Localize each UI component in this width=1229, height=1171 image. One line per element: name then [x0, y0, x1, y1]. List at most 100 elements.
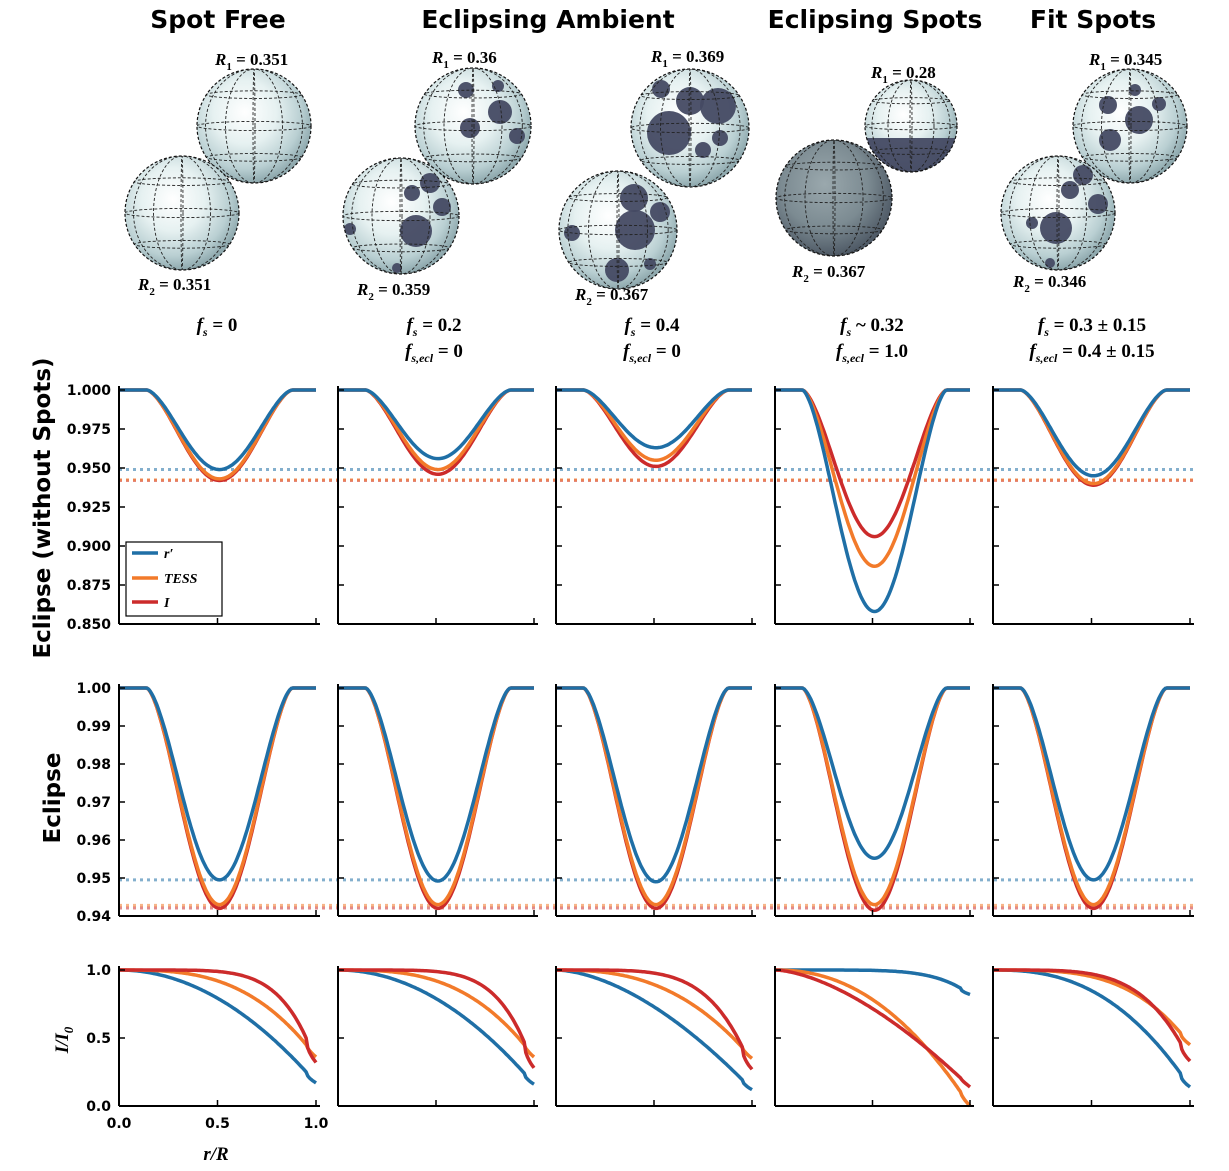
title-fit-spots: Fit Spots	[1030, 5, 1156, 34]
grid-longitude	[1029, 156, 1087, 270]
spot	[647, 111, 691, 155]
series-r	[119, 686, 316, 882]
panel-1-1	[337, 684, 538, 917]
series-i	[119, 388, 316, 483]
x-tick-label: 0.5	[205, 1116, 230, 1132]
panel-2-2	[555, 966, 756, 1107]
ld-series-r	[993, 968, 1192, 1089]
series-tess	[775, 388, 970, 569]
grid-latitude	[1001, 207, 1115, 219]
spot	[712, 130, 728, 146]
r1-label-4: R1 = 0.345	[1088, 50, 1162, 73]
y-tick-label: 0.900	[67, 539, 112, 555]
sphere-1b	[342, 157, 460, 275]
plot-grid: 1.0000.9750.9500.9250.9000.8750.8501.000…	[67, 383, 1195, 1132]
ld-series-i	[338, 968, 536, 1069]
y-tick-label: 0.95	[76, 871, 111, 887]
ld-series-i	[556, 968, 754, 1071]
sphere-outline	[196, 68, 312, 184]
r2-label-3: R2 = 0.367	[791, 262, 866, 285]
grid-latitude	[343, 210, 459, 222]
sphere-0b	[124, 155, 240, 271]
legend-label-i: I	[163, 596, 170, 611]
ylabel-intensity: I/I0	[52, 1026, 76, 1054]
panel-2-0	[118, 966, 320, 1107]
spot	[1026, 217, 1038, 229]
grid-latitude	[640, 156, 740, 165]
grid-longitude	[688, 69, 692, 187]
grid-longitude	[887, 80, 935, 172]
ld-series-i	[993, 968, 1192, 1063]
legend: r′ TESS I	[125, 541, 223, 617]
grid-longitude	[225, 69, 283, 183]
fs-ecl-label-3: fs,ecl = 1.0	[836, 341, 908, 365]
grid-longitude	[1056, 156, 1060, 270]
grid-latitude	[352, 243, 450, 253]
grid-longitude	[423, 68, 523, 184]
grid-longitude	[399, 158, 403, 274]
panel-1-4	[992, 684, 1194, 917]
grid-longitude	[371, 158, 431, 274]
grid-longitude	[616, 171, 620, 289]
series-r	[775, 686, 970, 860]
series-i	[993, 686, 1190, 911]
sphere-4a	[1072, 68, 1188, 184]
y-tick-label: 0.975	[67, 422, 111, 438]
spot	[1129, 84, 1141, 96]
sphere-outline	[864, 79, 958, 173]
fs-ecl-label-4: fs,ecl = 0.4 ± 0.15	[1029, 341, 1154, 365]
grid-longitude	[639, 69, 741, 187]
spot	[700, 88, 736, 124]
spot	[420, 173, 440, 193]
grid-longitude	[588, 171, 648, 289]
grid-longitude	[804, 140, 864, 256]
sphere-1a	[414, 67, 532, 185]
grid-longitude	[153, 156, 211, 270]
r1-label-2: R1 = 0.369	[650, 47, 724, 70]
title-eclipsing-ambient: Eclipsing Ambient	[421, 5, 674, 34]
panel-2-4	[992, 966, 1194, 1107]
grid-latitude	[865, 121, 957, 131]
ld-series-r	[338, 968, 535, 1086]
sphere-outline	[124, 155, 240, 271]
fs-ecl-label-1: fs,ecl = 0	[405, 341, 463, 365]
y-tick-label: 0.97	[76, 795, 111, 811]
sphere-2a	[630, 68, 750, 188]
spot	[404, 185, 420, 201]
spot	[1073, 165, 1093, 185]
grid-longitude	[1009, 156, 1107, 270]
spot	[1040, 212, 1072, 244]
series-r	[119, 388, 316, 472]
sphere-outline	[630, 68, 750, 188]
series-i	[338, 686, 534, 911]
series-tess	[338, 686, 534, 907]
spot	[676, 87, 704, 115]
sphere-outline	[414, 67, 532, 185]
ld-series-r	[556, 968, 753, 1092]
series-r	[993, 686, 1190, 882]
series-tess	[775, 686, 970, 907]
spot	[1061, 181, 1079, 199]
spot	[1088, 194, 1108, 214]
x-tick-label: 0.0	[107, 1116, 132, 1132]
series-r	[338, 686, 534, 883]
ld-series-r	[119, 968, 317, 1085]
spot	[650, 202, 670, 222]
grid-longitude	[471, 68, 475, 184]
y-tick-label: 1.00	[76, 681, 111, 697]
panel-1-3	[774, 684, 974, 917]
series-i	[556, 686, 752, 911]
series-r	[556, 388, 752, 450]
panel-0-2	[555, 386, 756, 625]
fs-label-2: fs = 0.4	[624, 315, 680, 339]
ld-series-r	[775, 968, 971, 997]
spot	[1099, 96, 1117, 114]
series-r	[556, 686, 752, 884]
legend-label-tess: TESS	[164, 572, 198, 587]
grid-longitude	[784, 140, 884, 256]
ld-series-i	[774, 968, 972, 1089]
grid-longitude	[909, 80, 913, 172]
sphere-diagrams	[124, 67, 1188, 290]
r1-label-1: R1 = 0.36	[431, 48, 497, 71]
grid-latitude	[776, 192, 892, 204]
